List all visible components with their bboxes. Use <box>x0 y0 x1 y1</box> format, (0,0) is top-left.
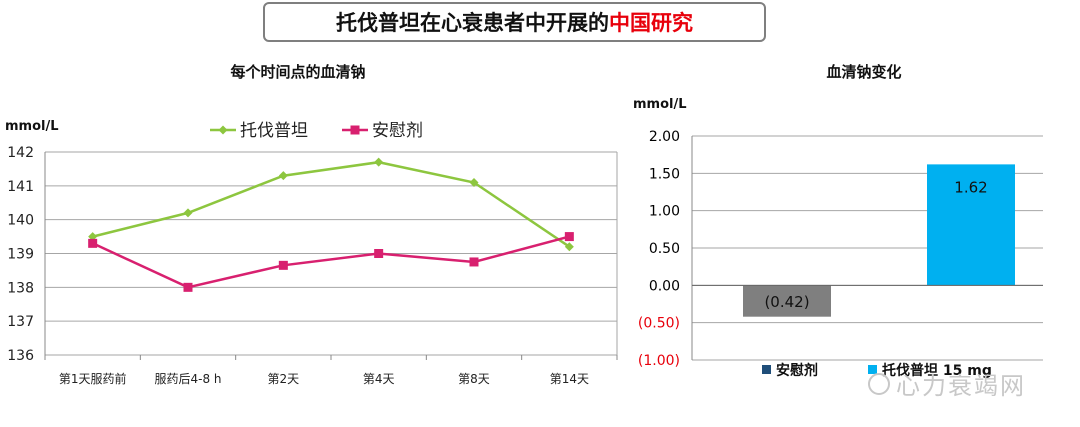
data-point <box>183 208 193 218</box>
x-tick-label: 第1天服药前 <box>59 371 127 386</box>
page-title: 托伐普坦在心衰患者中开展的 中国研究 <box>263 2 766 42</box>
data-point <box>564 232 574 242</box>
x-tick-label: 服药后4-8 h <box>154 372 221 386</box>
legend-label: 托伐普坦 <box>240 121 308 141</box>
y-tick-label: 0.00 <box>649 278 680 294</box>
y-tick-label: 2.00 <box>649 129 680 145</box>
y-tick-label: (0.50) <box>638 316 680 332</box>
title-highlight: 中国研究 <box>609 11 693 35</box>
legend-swatch <box>762 365 771 374</box>
legend-swatch <box>868 365 877 374</box>
legend-label: 托伐普坦 15 mg <box>882 362 992 379</box>
data-point <box>88 232 98 242</box>
watermark-text: 心力衰竭网 <box>896 372 1026 400</box>
legend-label: 安慰剂 <box>372 121 423 141</box>
series-line <box>92 235 570 289</box>
title-main: 托伐普坦在心衰患者中开展的 <box>336 11 609 35</box>
y-tick-label: 142 <box>7 145 34 161</box>
line-chart-title: 每个时间点的血清钠 <box>230 63 365 81</box>
x-tick-label: 第4天 <box>363 372 395 386</box>
y-tick-label: 0.50 <box>649 241 680 257</box>
data-point <box>278 260 288 270</box>
legend-marker <box>218 125 228 135</box>
y-tick-label: 141 <box>7 179 34 195</box>
data-point <box>469 257 479 267</box>
data-point <box>183 282 193 292</box>
series-line <box>92 160 570 248</box>
legend-label: 安慰剂 <box>776 362 818 379</box>
bar <box>927 164 1015 286</box>
data-point <box>88 238 98 248</box>
x-tick-label: 第14天 <box>550 372 589 386</box>
data-point <box>278 171 288 181</box>
data-point <box>374 157 384 167</box>
data-point <box>469 177 479 187</box>
x-tick-label: 第2天 <box>268 372 300 386</box>
bar-data-label: (0.42) <box>764 293 809 311</box>
watermark: 心力衰竭网 <box>868 366 1026 401</box>
y-tick-label: 1.50 <box>649 166 680 182</box>
y-tick-label: 140 <box>7 213 34 229</box>
y-tick-label: 139 <box>7 247 34 263</box>
line-chart-ylabel: mmol/L <box>5 119 59 134</box>
bar-chart-title: 血清钠变化 <box>826 63 901 81</box>
y-tick-label: 138 <box>7 280 34 296</box>
bar <box>743 285 831 317</box>
y-tick-label: 137 <box>7 314 34 330</box>
wechat-icon <box>868 372 890 395</box>
legend-marker <box>350 125 360 135</box>
x-tick-label: 第8天 <box>458 372 490 386</box>
bar-chart-ylabel: mmol/L <box>633 97 687 112</box>
data-point <box>564 242 574 252</box>
data-point <box>374 249 384 258</box>
y-tick-label: 136 <box>7 348 34 364</box>
bar-data-label: 1.62 <box>954 178 987 196</box>
y-tick-label: (1.00) <box>638 353 680 369</box>
y-tick-label: 1.00 <box>649 204 680 220</box>
